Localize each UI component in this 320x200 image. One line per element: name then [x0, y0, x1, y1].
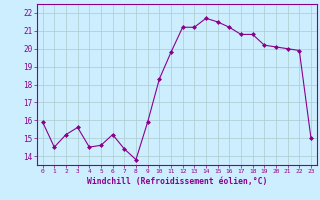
X-axis label: Windchill (Refroidissement éolien,°C): Windchill (Refroidissement éolien,°C) [87, 177, 267, 186]
